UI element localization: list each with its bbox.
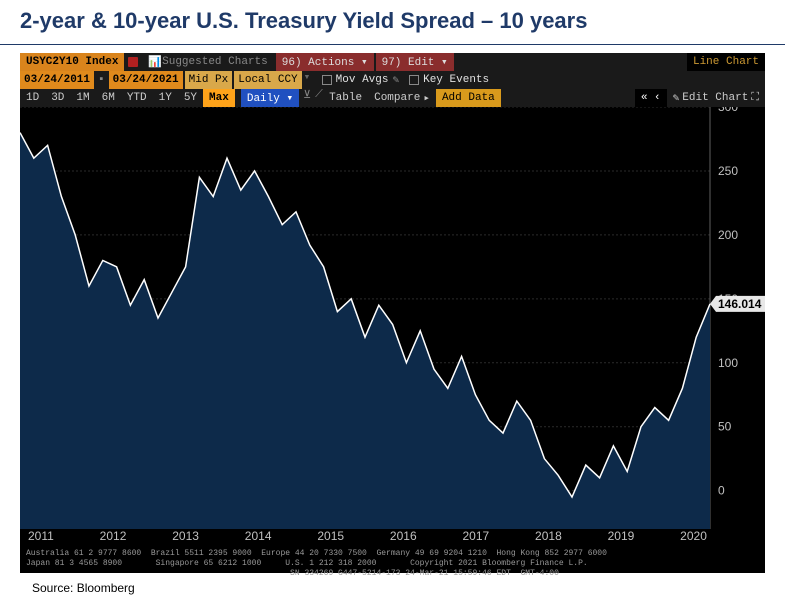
mov-avgs-toggle[interactable]: Mov Avgs ✎ — [318, 71, 403, 89]
x-tick: 2018 — [535, 529, 562, 545]
dropdown-icon[interactable]: ▾ — [304, 71, 316, 83]
compare-label: Compare — [374, 92, 420, 104]
svg-text:250: 250 — [718, 164, 738, 178]
mov-avgs-label: Mov Avgs — [336, 74, 389, 86]
scale-icon[interactable]: ⊻ — [299, 89, 311, 101]
range-6m[interactable]: 6M — [96, 89, 121, 107]
terminal-top-bar: USYC2Y10 Index 📊 Suggested Charts 96) Ac… — [20, 53, 765, 71]
ticker-symbol[interactable]: USYC2Y10 Index — [20, 53, 124, 71]
fullscreen-icon: ⛶ — [751, 92, 759, 104]
footer-line3: SN 334269 G447-5214-173 24-Mar-21 15:59:… — [26, 569, 559, 578]
suggested-charts-label: Suggested Charts — [162, 56, 268, 68]
range-5y[interactable]: 5Y — [178, 89, 203, 107]
chart-area: 050100150200250300146.014 — [20, 107, 765, 529]
page-title: 2-year & 10-year U.S. Treasury Yield Spr… — [0, 0, 785, 45]
scroll-chevrons[interactable]: « ‹ — [635, 89, 667, 107]
date-to-input[interactable]: 03/24/2021 — [109, 71, 183, 89]
svg-text:100: 100 — [718, 356, 738, 370]
x-tick: 2019 — [608, 529, 635, 545]
key-events-toggle[interactable]: Key Events — [405, 71, 493, 89]
footer-line1: Australia 61 2 9777 8600 Brazil 5511 239… — [26, 549, 607, 558]
svg-text:0: 0 — [718, 484, 725, 498]
x-tick: 2011 — [28, 529, 54, 545]
terminal-settings-bar: 03/24/2011 ▪ 03/24/2021 Mid Px Local CCY… — [20, 71, 765, 89]
compare-button[interactable]: Compare ▸ — [368, 89, 436, 107]
edit-chart-label: Edit Chart — [682, 92, 748, 104]
caret-right-icon: ▸ — [423, 91, 430, 105]
x-tick: 2017 — [462, 529, 489, 545]
line-chart-svg: 050100150200250300146.014 — [20, 107, 765, 529]
date-separator: ▪ — [96, 71, 107, 89]
pencil-icon: ✎ — [673, 91, 680, 105]
x-tick: 2016 — [390, 529, 417, 545]
range-1m[interactable]: 1M — [70, 89, 95, 107]
date-from-input[interactable]: 03/24/2011 — [20, 71, 94, 89]
x-tick: 2012 — [100, 529, 127, 545]
frequency-select[interactable]: Daily ▾ — [241, 89, 299, 107]
chart-style-icon[interactable]: ⟋ — [311, 89, 323, 101]
x-tick: 2014 — [245, 529, 272, 545]
edit-menu[interactable]: 97) Edit ▾ — [376, 53, 454, 71]
currency-select[interactable]: Local CCY — [234, 71, 301, 89]
range-1d[interactable]: 1D — [20, 89, 45, 107]
range-max[interactable]: Max — [203, 89, 235, 107]
range-ytd[interactable]: YTD — [121, 89, 153, 107]
svg-text:200: 200 — [718, 228, 738, 242]
svg-text:50: 50 — [718, 420, 732, 434]
add-data-button[interactable]: Add Data — [436, 89, 501, 107]
key-events-label: Key Events — [423, 74, 489, 86]
pencil-icon: ✎ — [392, 73, 399, 87]
price-type-select[interactable]: Mid Px — [185, 71, 233, 89]
chart-icon: 📊 — [148, 55, 162, 69]
x-tick: 2013 — [172, 529, 199, 545]
bloomberg-terminal: USYC2Y10 Index 📊 Suggested Charts 96) Ac… — [20, 53, 765, 573]
range-1y[interactable]: 1Y — [153, 89, 178, 107]
actions-menu[interactable]: 96) Actions ▾ — [276, 53, 374, 71]
checkbox-icon — [409, 75, 419, 85]
svg-text:146.014: 146.014 — [718, 297, 762, 311]
range-3d[interactable]: 3D — [45, 89, 70, 107]
copyright-footer: Australia 61 2 9777 8600 Brazil 5511 239… — [20, 545, 765, 573]
indicator-dot-icon — [128, 57, 138, 67]
x-tick: 2020 — [680, 529, 707, 545]
checkbox-icon — [322, 75, 332, 85]
svg-text:300: 300 — [718, 107, 738, 114]
table-button[interactable]: Table — [323, 89, 368, 107]
footer-line2: Japan 81 3 4565 8900 Singapore 65 6212 1… — [26, 559, 588, 568]
x-tick: 2015 — [317, 529, 344, 545]
chart-type-label: Line Chart — [687, 53, 765, 71]
terminal-range-bar: 1D 3D 1M 6M YTD 1Y 5Y Max Daily ▾ ⊻ ⟋ Ta… — [20, 89, 765, 107]
edit-chart-button[interactable]: ✎ Edit Chart ⛶ — [667, 89, 765, 107]
suggested-charts-button[interactable]: 📊 Suggested Charts — [142, 53, 273, 71]
x-axis: 2011 2012 2013 2014 2015 2016 2017 2018 2019 2020 — [20, 529, 715, 545]
